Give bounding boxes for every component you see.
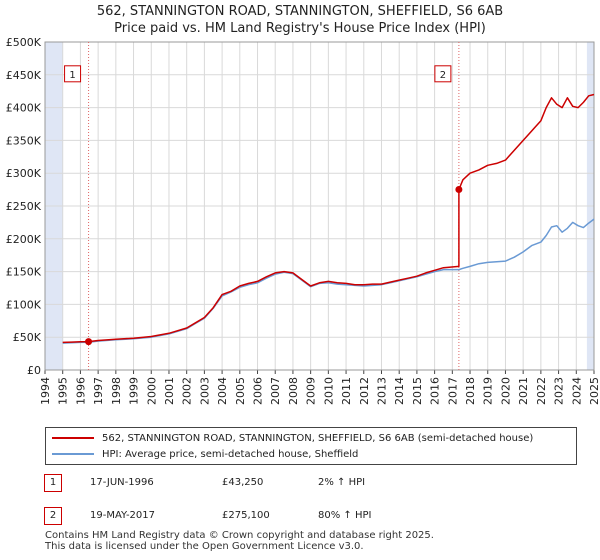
y-tick-label: £350K (6, 134, 42, 147)
x-tick-label: 2021 (517, 377, 530, 405)
x-tick-label: 2011 (340, 377, 353, 405)
annotation-label: 2 (440, 70, 446, 81)
x-tick-label: 2023 (553, 377, 566, 405)
y-tick-label: £250K (6, 200, 42, 213)
legend-swatch-property (52, 437, 94, 439)
y-tick-label: £150K (6, 266, 42, 279)
x-tick-label: 2003 (198, 377, 211, 405)
x-tick-label: 1999 (128, 377, 141, 405)
x-tick-label: 2022 (535, 377, 548, 405)
x-tick-label: 1998 (110, 377, 123, 405)
x-tick-label: 2002 (181, 377, 194, 405)
x-tick-label: 2024 (570, 377, 583, 405)
chart-title-line-1: 562, STANNINGTON ROAD, STANNINGTON, SHEF… (96, 4, 504, 19)
plot-border (44, 41, 595, 371)
x-tick-label: 2019 (482, 377, 495, 405)
x-tick-label: 1995 (57, 377, 70, 405)
x-tick-label: 2004 (216, 377, 229, 405)
sale-point (455, 186, 463, 194)
chart-title-line-2: Price paid vs. HM Land Registry's House … (114, 21, 486, 36)
transaction-marker: 1 (44, 474, 62, 492)
legend-swatch-hpi (52, 453, 94, 455)
y-tick-label: £50K (13, 331, 42, 344)
transaction-hpi-change: 80% ↑ HPI (318, 510, 372, 521)
transaction-hpi-change: 2% ↑ HPI (318, 477, 366, 488)
legend-label-property: 562, STANNINGTON ROAD, STANNINGTON, SHEF… (102, 432, 534, 444)
x-tick-label: 2025 (588, 377, 600, 405)
legend-label-hpi: HPI: Average price, semi-detached house,… (102, 448, 359, 460)
x-tick-label: 2015 (411, 377, 424, 405)
chart-legend: 562, STANNINGTON ROAD, STANNINGTON, SHEF… (45, 427, 577, 465)
footer-licence: This data is licensed under the Open Gov… (45, 541, 364, 552)
x-tick-label: 2005 (234, 377, 247, 405)
y-tick-label: £0 (27, 364, 41, 377)
x-tick-label: 1996 (74, 377, 87, 405)
x-tick-label: 2016 (429, 377, 442, 405)
y-tick-label: £100K (6, 298, 42, 311)
legend-item-hpi: HPI: Average price, semi-detached house,… (52, 447, 358, 461)
y-tick-label: £400K (6, 102, 42, 115)
transaction-date: 17-JUN-1996 (90, 477, 154, 488)
x-tick-label: 2009 (305, 377, 318, 405)
x-tick-label: 2013 (375, 377, 388, 405)
y-tick-label: £200K (6, 233, 42, 246)
x-tick-label: 2010 (322, 377, 335, 405)
price-chart: £0 £50K £100K £150K £200K £250K £300K £350K £400… (6, 36, 600, 405)
x-tick-label: 2017 (446, 377, 459, 405)
sale-point (85, 338, 93, 346)
x-tick-label: 2020 (499, 377, 512, 405)
x-tick-label: 2008 (287, 377, 300, 405)
x-tick-label: 2014 (393, 377, 406, 405)
y-tick-label: £450K (6, 69, 42, 82)
x-tick-label: 2006 (252, 377, 265, 405)
x-tick-label: 1994 (39, 377, 52, 405)
transaction-marker: 2 (44, 507, 62, 525)
x-tick-label: 2007 (269, 377, 282, 405)
legend-item-property: 562, STANNINGTON ROAD, STANNINGTON, SHEF… (52, 431, 533, 445)
y-tick-label: £300K (6, 167, 42, 180)
x-tick-label: 1997 (92, 377, 105, 405)
transaction-date: 19-MAY-2017 (90, 510, 156, 521)
y-tick-label: £500K (6, 36, 42, 49)
annotation-box (434, 65, 452, 83)
footer-copyright: Contains HM Land Registry data © Crown c… (45, 530, 434, 541)
x-tick-label: 2018 (464, 377, 477, 405)
annotation-label: 1 (69, 70, 75, 81)
transaction-price: £43,250 (222, 477, 264, 488)
transaction-price: £275,100 (222, 510, 270, 521)
series-line-property (62, 93, 595, 344)
annotation-box (64, 65, 82, 83)
x-tick-label: 2001 (163, 377, 176, 405)
x-tick-label: 2012 (358, 377, 371, 405)
x-tick-label: 2000 (145, 377, 158, 405)
